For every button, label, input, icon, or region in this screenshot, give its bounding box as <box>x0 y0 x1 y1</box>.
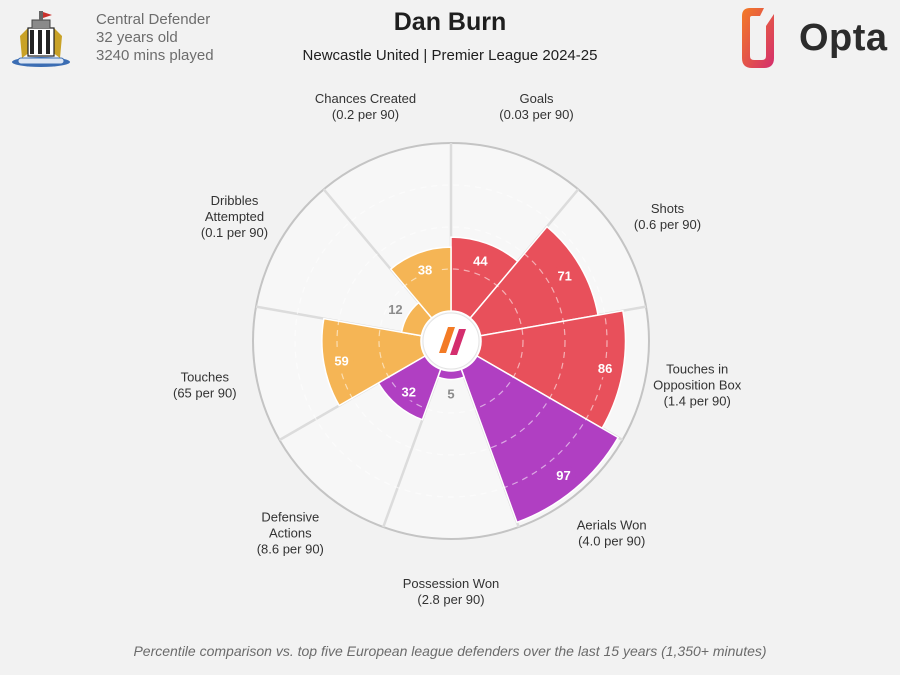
chart-ring <box>378 268 524 414</box>
category-label-dribbles-attempted: Dribbles Attempted (0.1 per 90) <box>201 193 268 240</box>
newcastle-crest-icon <box>12 11 70 67</box>
value-label-aerials-won: 97 <box>556 468 570 483</box>
value-label-shots: 71 <box>557 268 571 283</box>
value-badge-defensive-actions <box>396 382 421 401</box>
value-badge-aerials-won <box>551 466 576 485</box>
category-label-aerials-won: Aerials Won (4.0 per 90) <box>577 518 647 549</box>
value-badge-shots <box>552 266 577 285</box>
chart-center <box>422 312 480 370</box>
center-logo-icon <box>439 327 466 355</box>
opta-wordmark: Opta <box>799 17 888 59</box>
category-label-possession-won: Possession Won (2.8 per 90) <box>403 576 500 607</box>
value-label-goals: 44 <box>473 253 488 268</box>
value-label-touches: 59 <box>334 353 348 368</box>
category-label-touches: Touches (65 per 90) <box>173 369 237 400</box>
value-label-touches-in-opposition-box: 86 <box>598 361 612 376</box>
bar-goals <box>450 236 519 320</box>
value-label-defensive-actions: 32 <box>401 384 415 399</box>
category-label-defensive-actions: Defensive Actions (8.6 per 90) <box>257 510 324 557</box>
bar-touches <box>321 317 427 407</box>
chart-ring <box>294 184 608 498</box>
chart-bars <box>321 225 627 524</box>
value-badge-goals <box>468 251 493 270</box>
bar-aerials-won <box>460 354 620 524</box>
category-label-touches-in-opposition-box: Touches in Opposition Box (1.4 per 90) <box>653 361 742 408</box>
value-badge-touches <box>329 351 354 370</box>
player-position: Central Defender <box>96 11 211 28</box>
player-age: 32 years old <box>96 29 178 46</box>
category-label-chances-created: Chances Created (0.2 per 90) <box>315 91 416 122</box>
chart-subtitle: Newcastle United | Premier League 2024-2… <box>302 47 598 64</box>
center-disc <box>422 312 480 370</box>
footer-note: Percentile comparison vs. top five Europ… <box>133 643 767 659</box>
chart-category-labels: Goals (0.03 per 90) Shots (0.6 per 90) Touch… <box>173 91 742 607</box>
value-badge-chances-created <box>413 260 438 279</box>
bar-shots <box>469 225 599 337</box>
value-label-possession-won: 5 <box>447 386 454 401</box>
chart-ring <box>336 226 566 456</box>
player-name: Dan Burn <box>393 8 507 36</box>
player-minutes: 3240 mins played <box>96 47 214 64</box>
player-info: Central Defender 32 years old 3240 mins … <box>96 11 214 65</box>
bar-touches-in-opposition-box <box>475 309 627 430</box>
value-label-chances-created: 38 <box>418 263 432 278</box>
category-label-goals: Goals (0.03 per 90) <box>499 91 573 122</box>
opta-logo-icon <box>742 8 774 68</box>
value-badge-touches-in-opposition-box <box>593 359 618 378</box>
value-label-dribbles-attempted: 12 <box>388 302 402 317</box>
bar-possession-won <box>436 368 466 381</box>
chart-value-labels: 44 71 86 97 5 32 59 12 38 <box>329 251 618 485</box>
category-label-shots: Shots (0.6 per 90) <box>634 201 701 232</box>
